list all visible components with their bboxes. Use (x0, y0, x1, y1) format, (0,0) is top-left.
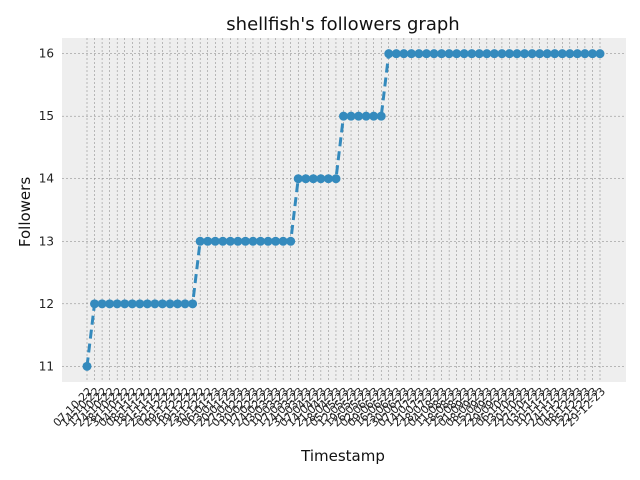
y-tick-label: 16 (39, 47, 54, 61)
data-point (467, 49, 477, 59)
chart-title: shellfish's followers graph (226, 14, 459, 35)
grid-lines (62, 38, 626, 382)
data-point (399, 49, 409, 59)
data-point (105, 299, 115, 309)
y-tick-label: 12 (39, 297, 54, 311)
data-point (82, 361, 92, 371)
data-point (293, 174, 303, 184)
data-point (520, 49, 530, 59)
data-point (414, 49, 424, 59)
data-point (135, 299, 145, 309)
data-point (286, 236, 296, 246)
data-point (165, 299, 175, 309)
data-point (421, 49, 431, 59)
data-point (482, 49, 492, 59)
data-point (188, 299, 198, 309)
data-point (452, 49, 462, 59)
data-point (127, 299, 137, 309)
data-point (225, 236, 235, 246)
data-point (474, 49, 484, 59)
data-point (248, 236, 258, 246)
data-point (489, 49, 499, 59)
y-tick-label: 13 (39, 234, 54, 248)
data-point (218, 236, 228, 246)
data-point (384, 49, 394, 59)
y-tick-label: 15 (39, 109, 54, 123)
data-point (339, 111, 348, 121)
data-point (90, 299, 100, 309)
data-point (391, 49, 401, 59)
data-point (535, 49, 545, 59)
data-point (142, 299, 152, 309)
data-point (308, 174, 318, 184)
data-point (580, 49, 590, 59)
data-point (346, 111, 356, 121)
data-point (459, 49, 469, 59)
data-point (323, 174, 333, 184)
data-point (120, 299, 130, 309)
y-axis-label: Followers (16, 177, 34, 247)
data-point (497, 49, 507, 59)
data-point (263, 236, 273, 246)
data-point (557, 49, 567, 59)
data-point (331, 174, 341, 184)
data-point (278, 236, 288, 246)
data-point (550, 49, 560, 59)
data-point (256, 236, 266, 246)
data-point (157, 299, 167, 309)
y-tick-label: 11 (39, 359, 54, 373)
data-point (240, 236, 250, 246)
data-point (527, 49, 537, 59)
data-point (369, 111, 379, 121)
data-point (444, 49, 454, 59)
data-point (504, 49, 514, 59)
data-point (195, 236, 205, 246)
data-point (112, 299, 122, 309)
data-point (150, 299, 160, 309)
data-point (97, 299, 107, 309)
data-point (233, 236, 243, 246)
data-point (271, 236, 281, 246)
data-point (572, 49, 582, 59)
data-point (376, 111, 386, 121)
data-point (587, 49, 597, 59)
data-point (203, 236, 213, 246)
plot-area (62, 38, 626, 382)
data-markers (82, 49, 605, 371)
data-point (301, 174, 311, 184)
x-axis-ticks: 07-10-2214-10-2217-10-2224-10-2228-10-22… (51, 385, 609, 430)
data-point (565, 49, 575, 59)
x-axis-label: Timestamp (300, 447, 385, 465)
data-point (180, 299, 190, 309)
data-point (406, 49, 416, 59)
data-point (429, 49, 439, 59)
data-point (210, 236, 220, 246)
data-point (512, 49, 522, 59)
data-point (542, 49, 552, 59)
data-point (173, 299, 183, 309)
data-point (354, 111, 364, 121)
y-tick-label: 14 (39, 172, 54, 186)
data-point (361, 111, 371, 121)
data-point (595, 49, 605, 59)
data-point (316, 174, 326, 184)
y-axis-ticks: 11 12 13 14 15 16 (39, 47, 54, 374)
data-point (437, 49, 447, 59)
